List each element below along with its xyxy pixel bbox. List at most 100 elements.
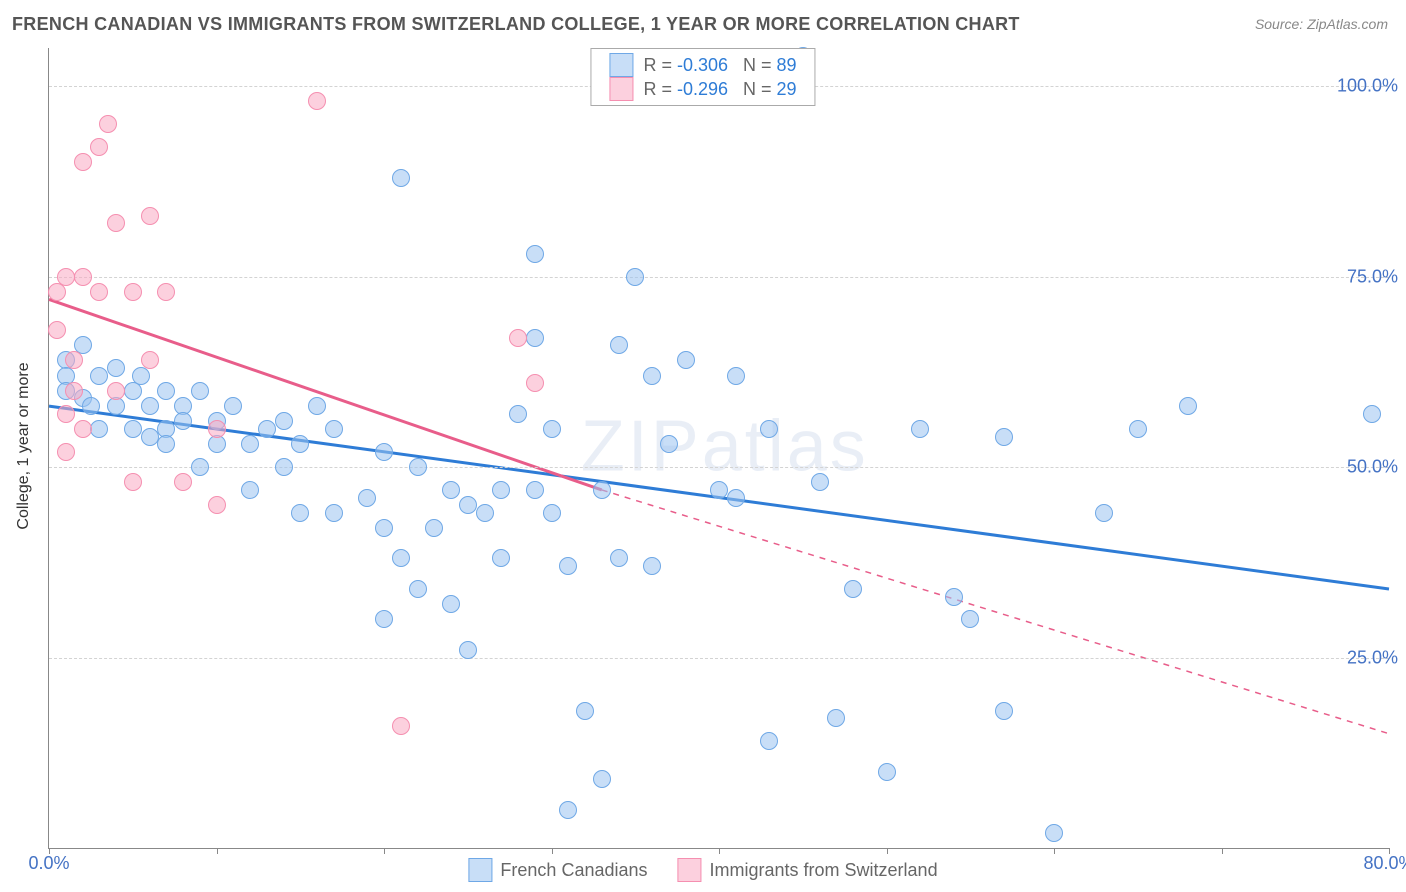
data-point <box>90 138 108 156</box>
data-point <box>961 610 979 628</box>
data-point <box>476 504 494 522</box>
source-credit: Source: ZipAtlas.com <box>1255 16 1388 32</box>
data-point <box>275 412 293 430</box>
data-point <box>643 367 661 385</box>
data-point <box>65 382 83 400</box>
data-point <box>107 359 125 377</box>
data-point <box>643 557 661 575</box>
data-point <box>124 420 142 438</box>
x-tick-mark <box>384 848 385 854</box>
data-point <box>409 458 427 476</box>
legend-swatch <box>609 77 633 101</box>
data-point <box>911 420 929 438</box>
data-point <box>526 245 544 263</box>
data-point <box>275 458 293 476</box>
data-point <box>442 481 460 499</box>
legend-label: French Canadians <box>500 860 647 881</box>
data-point <box>375 519 393 537</box>
data-point <box>141 397 159 415</box>
grid-line <box>49 658 1389 659</box>
data-point <box>995 702 1013 720</box>
data-point <box>878 763 896 781</box>
legend-row: R = -0.296 N = 29 <box>609 77 796 101</box>
grid-line <box>49 467 1389 468</box>
data-point <box>392 169 410 187</box>
data-point <box>74 268 92 286</box>
data-point <box>74 153 92 171</box>
data-point <box>1095 504 1113 522</box>
data-point <box>174 412 192 430</box>
data-point <box>677 351 695 369</box>
data-point <box>141 428 159 446</box>
data-point <box>358 489 376 507</box>
y-tick-label: 100.0% <box>1337 76 1398 97</box>
data-point <box>827 709 845 727</box>
data-point <box>191 458 209 476</box>
chart-plot-area: ZIPatlas 0.0%80.0% <box>48 48 1389 849</box>
data-point <box>308 397 326 415</box>
data-point <box>526 329 544 347</box>
data-point <box>576 702 594 720</box>
data-point <box>157 382 175 400</box>
data-point <box>241 435 259 453</box>
data-point <box>760 732 778 750</box>
x-tick-label: 0.0% <box>28 853 69 874</box>
legend-row: R = -0.306 N = 89 <box>609 53 796 77</box>
data-point <box>124 283 142 301</box>
data-point <box>157 435 175 453</box>
data-point <box>425 519 443 537</box>
data-point <box>593 481 611 499</box>
x-tick-mark <box>719 848 720 854</box>
data-point <box>760 420 778 438</box>
legend-swatch <box>678 858 702 882</box>
data-point <box>141 351 159 369</box>
data-point <box>559 801 577 819</box>
data-point <box>325 420 343 438</box>
data-point <box>492 549 510 567</box>
legend-label: Immigrants from Switzerland <box>710 860 938 881</box>
data-point <box>82 397 100 415</box>
data-point <box>224 397 242 415</box>
data-point <box>559 557 577 575</box>
legend-stat: R = -0.296 N = 29 <box>643 79 796 100</box>
data-point <box>509 329 527 347</box>
data-point <box>593 770 611 788</box>
x-tick-mark <box>552 848 553 854</box>
data-point <box>375 610 393 628</box>
legend-swatch <box>609 53 633 77</box>
series-legend: French Canadians Immigrants from Switzerl… <box>468 858 937 882</box>
x-tick-mark <box>887 848 888 854</box>
x-tick-label: 80.0% <box>1363 853 1406 874</box>
data-point <box>308 92 326 110</box>
data-point <box>995 428 1013 446</box>
data-point <box>710 481 728 499</box>
x-tick-mark <box>217 848 218 854</box>
data-point <box>325 504 343 522</box>
data-point <box>208 496 226 514</box>
data-point <box>191 382 209 400</box>
data-point <box>48 321 66 339</box>
legend-swatch <box>468 858 492 882</box>
data-point <box>409 580 427 598</box>
data-point <box>392 717 410 735</box>
data-point <box>141 207 159 225</box>
data-point <box>65 351 83 369</box>
data-point <box>107 214 125 232</box>
y-axis-label: College, 1 year or more <box>15 362 33 529</box>
data-point <box>174 473 192 491</box>
data-point <box>1179 397 1197 415</box>
data-point <box>844 580 862 598</box>
data-point <box>610 336 628 354</box>
data-point <box>1129 420 1147 438</box>
data-point <box>291 435 309 453</box>
data-point <box>57 268 75 286</box>
legend-stat: R = -0.306 N = 89 <box>643 55 796 76</box>
y-tick-label: 50.0% <box>1347 457 1398 478</box>
data-point <box>291 504 309 522</box>
x-tick-mark <box>1054 848 1055 854</box>
legend-item: Immigrants from Switzerland <box>678 858 938 882</box>
data-point <box>526 481 544 499</box>
data-point <box>1045 824 1063 842</box>
data-point <box>811 473 829 491</box>
data-point <box>392 549 410 567</box>
